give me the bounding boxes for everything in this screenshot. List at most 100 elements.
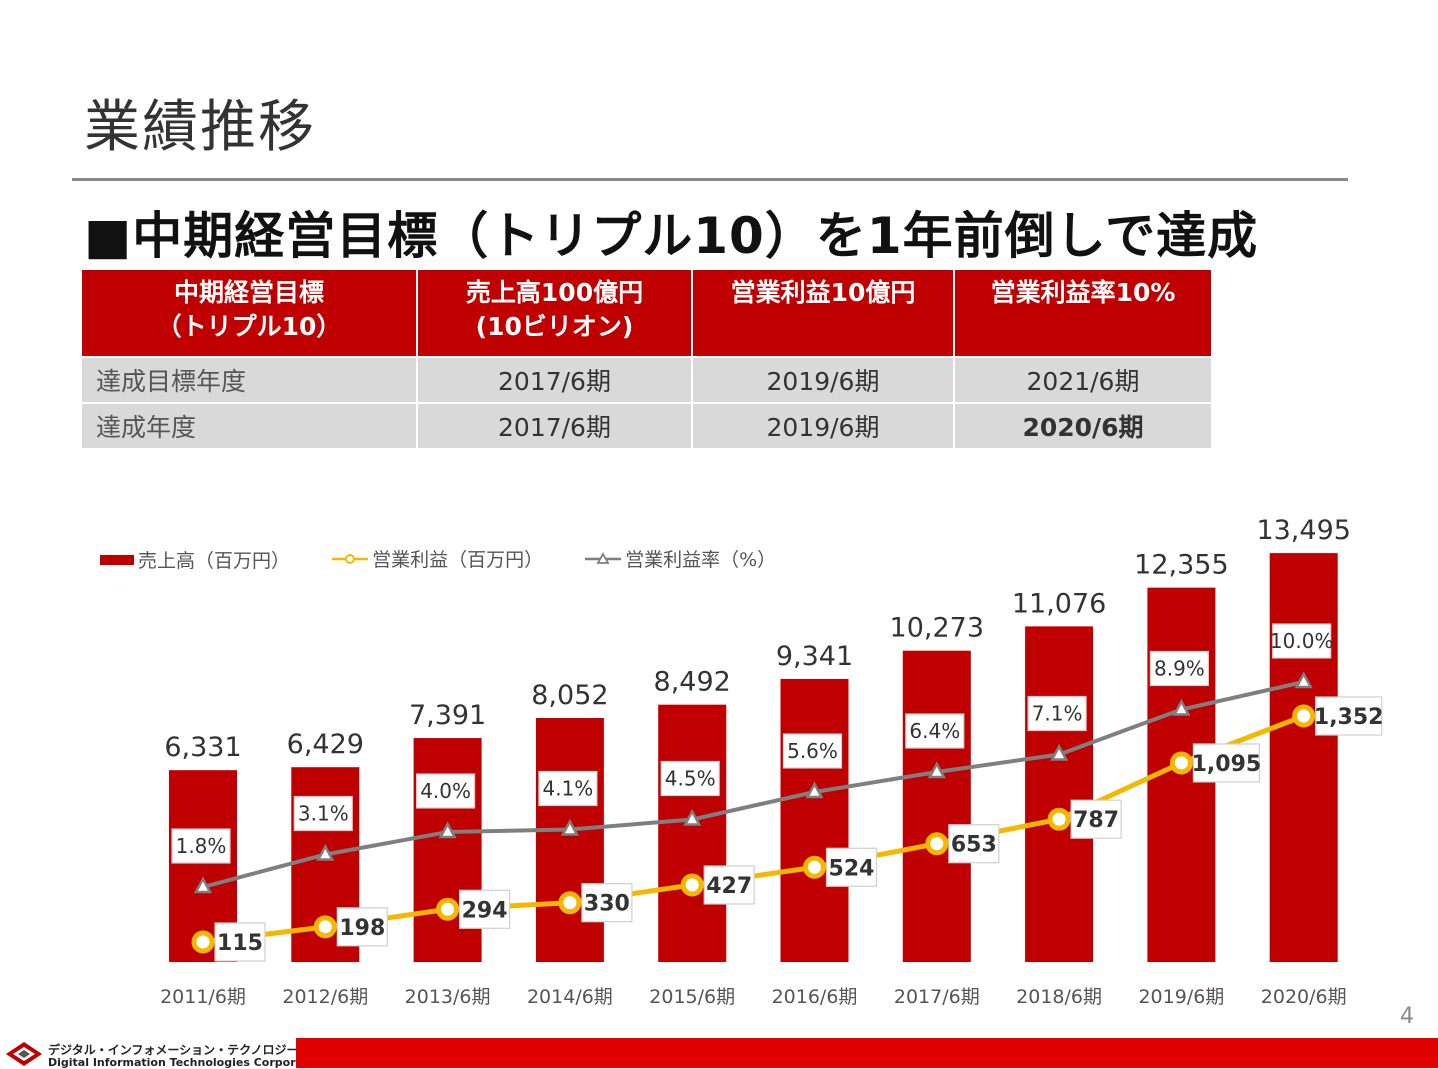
bar-value-label: 8,492 xyxy=(654,667,731,698)
bar-revenue xyxy=(535,718,604,962)
bar-revenue xyxy=(1269,553,1338,962)
footer-company-en: Digital Information Technologies Corpora… xyxy=(48,1056,328,1069)
bar-revenue xyxy=(658,704,727,962)
title-divider xyxy=(72,178,1348,181)
profit-label-box xyxy=(336,907,388,947)
x-tick-label: 2017/6期 xyxy=(894,986,980,1008)
marker-margin xyxy=(927,761,946,779)
profit-label-box xyxy=(948,824,1000,864)
x-tick-label: 2011/6期 xyxy=(160,986,246,1008)
bar-value-label: 9,341 xyxy=(776,641,853,672)
x-tick-label: 2015/6期 xyxy=(649,986,735,1008)
margin-value-label: 1.8% xyxy=(176,834,227,858)
x-tick-label: 2016/6期 xyxy=(772,986,858,1008)
marker-profit xyxy=(1047,807,1071,831)
page-number: 4 xyxy=(1400,1004,1414,1029)
marker-profit xyxy=(1169,751,1193,775)
goal-row-achieved-year: 達成年度 2017/6期 2019/6期 2020/6期 xyxy=(80,402,1213,450)
margin-label-box xyxy=(1272,623,1332,659)
marker-margin xyxy=(805,781,824,799)
line-margin xyxy=(202,680,1305,889)
margin-value-label: 7.1% xyxy=(1032,702,1083,726)
marker-margin xyxy=(316,843,335,861)
company-logo-icon xyxy=(6,1042,42,1066)
margin-label-box xyxy=(660,760,720,797)
profit-value-label: 524 xyxy=(829,856,875,881)
bar-value-label: 7,391 xyxy=(409,700,486,731)
x-tick-label: 2012/6期 xyxy=(282,986,368,1008)
profit-value-label: 115 xyxy=(217,931,263,956)
goal-row-target-year: 達成目標年度 2017/6期 2019/6期 2021/6期 xyxy=(80,356,1213,404)
marker-profit xyxy=(436,897,460,921)
margin-value-label: 10.0% xyxy=(1270,629,1334,653)
profit-value-label: 653 xyxy=(951,833,997,858)
margin-value-label: 4.5% xyxy=(665,767,716,791)
goal-table-header: 中期経営目標 （トリプル10） 売上高100億円 (10ビリオン) 営業利益10… xyxy=(80,268,1213,358)
legend-revenue: 売上高（百万円） xyxy=(100,546,290,573)
bar-value-label: 13,495 xyxy=(1256,515,1350,546)
profit-label-box xyxy=(825,847,878,887)
margin-value-label: 4.1% xyxy=(542,777,593,801)
legend-bar-swatch xyxy=(100,554,134,565)
x-tick-label: 2013/6期 xyxy=(405,986,491,1008)
profit-label-box xyxy=(1315,696,1383,736)
profit-value-label: 427 xyxy=(706,874,752,899)
x-tick-label: 2019/6期 xyxy=(1138,986,1224,1008)
margin-label-box xyxy=(293,795,353,832)
margin-label-box xyxy=(171,828,231,864)
marker-margin xyxy=(1172,698,1191,716)
profit-value-label: 1,352 xyxy=(1314,705,1384,730)
profit-value-label: 330 xyxy=(584,892,630,917)
bar-revenue xyxy=(1025,626,1094,962)
profit-label-box xyxy=(703,865,755,905)
table-cell: 2019/6期 xyxy=(691,402,955,450)
x-tick-label: 2018/6期 xyxy=(1016,986,1102,1008)
bar-value-label: 8,052 xyxy=(531,680,608,711)
margin-value-label: 6.4% xyxy=(909,719,960,743)
bar-value-label: 10,273 xyxy=(890,613,984,644)
marker-profit xyxy=(1292,704,1316,728)
marker-profit xyxy=(558,891,582,915)
legend-profit: 営業利益（百万円） xyxy=(332,545,543,572)
profit-value-label: 198 xyxy=(339,916,385,941)
margin-label-box xyxy=(1149,650,1210,687)
table-cell-highlight: 2020/6期 xyxy=(953,402,1213,450)
table-cell: 2017/6期 xyxy=(416,356,693,404)
row-label: 達成目標年度 xyxy=(80,356,418,404)
bar-value-label: 12,355 xyxy=(1134,550,1228,581)
marker-profit xyxy=(313,915,337,939)
profit-label-box xyxy=(214,922,266,962)
goal-header-revenue: 売上高100億円 (10ビリオン) xyxy=(416,268,693,358)
profit-label-box xyxy=(581,883,633,923)
margin-label-box xyxy=(782,733,843,769)
goal-header-profit: 営業利益10億円 xyxy=(691,268,955,358)
marker-profit xyxy=(803,855,826,879)
margin-label-box xyxy=(416,773,476,809)
marker-margin xyxy=(438,821,457,839)
profit-label-box xyxy=(459,889,511,929)
legend-triangle-swatch xyxy=(585,551,622,564)
chart-legend: 売上高（百万円） 営業利益（百万円） 営業利益率（%） xyxy=(100,545,812,573)
profit-value-label: 787 xyxy=(1073,808,1119,833)
margin-value-label: 8.9% xyxy=(1154,657,1205,681)
goal-table: 中期経営目標 （トリプル10） 売上高100億円 (10ビリオン) 営業利益10… xyxy=(80,268,1213,450)
marker-margin xyxy=(193,876,213,894)
marker-margin xyxy=(560,818,579,836)
profit-label-box xyxy=(1192,743,1261,783)
profit-value-label: 294 xyxy=(462,898,508,923)
bar-revenue xyxy=(902,650,971,962)
legend-margin: 営業利益率（%） xyxy=(585,545,776,572)
margin-label-box xyxy=(1027,695,1087,732)
marker-profit xyxy=(680,873,704,897)
bar-value-label: 11,076 xyxy=(1012,588,1106,619)
margin-label-box xyxy=(538,770,598,807)
table-cell: 2019/6期 xyxy=(691,356,955,404)
row-label: 達成年度 xyxy=(80,402,418,450)
footer-company-jp: デジタル・インフォメーション・テクノロジー株式会社 xyxy=(48,1043,347,1057)
footer-bar xyxy=(296,1038,1438,1068)
bar-revenue xyxy=(780,678,849,962)
x-tick-label: 2014/6期 xyxy=(527,986,613,1008)
headline: ■中期経営目標（トリプル10）を1年前倒しで達成 xyxy=(84,207,1259,265)
marker-margin xyxy=(1294,671,1313,689)
margin-label-box xyxy=(905,713,965,749)
